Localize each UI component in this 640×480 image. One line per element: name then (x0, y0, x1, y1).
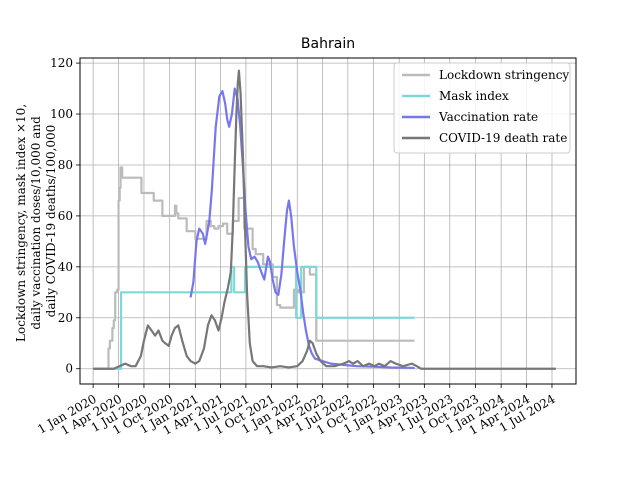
y-axis-label-line: daily COVID-19 deaths/100,000 (44, 125, 58, 318)
y-axis-label: Lockdown stringency, mask index ×10, dai… (14, 100, 58, 342)
series-layer (93, 69, 556, 370)
y-tick-label: 80 (58, 158, 73, 172)
plot-frame (79, 57, 577, 385)
y-tick-label: 100 (50, 107, 73, 121)
legend: Lockdown stringency Mask index Vaccination… (393, 62, 571, 154)
legend-label: COVID-19 death rate (439, 131, 567, 145)
y-tick-label: 60 (58, 209, 73, 223)
series-line-mask-index (93, 265, 415, 370)
y-tick-label: 120 (50, 56, 73, 70)
y-axis-label-line: Lockdown stringency, mask index ×10, (14, 104, 28, 342)
series-line-lockdown-stringency (93, 166, 415, 370)
series-line-vaccination-rate (189, 87, 415, 370)
legend-label: Lockdown stringency (439, 68, 569, 82)
legend-label: Vaccination rate (438, 110, 538, 124)
y-axis: 0 20 40 60 80 100 120 (50, 56, 80, 376)
y-tick-label: 20 (58, 311, 73, 325)
legend-frame (393, 62, 571, 154)
chart-title: Bahrain (301, 36, 355, 52)
y-tick-label: 40 (58, 260, 73, 274)
y-axis-label-line: daily vaccination doses/10,000 and (29, 116, 43, 330)
legend-label: Mask index (439, 89, 509, 103)
series-line-covid-19-death-rate (93, 69, 556, 370)
grid (80, 58, 576, 384)
y-tick-label: 0 (65, 362, 73, 376)
